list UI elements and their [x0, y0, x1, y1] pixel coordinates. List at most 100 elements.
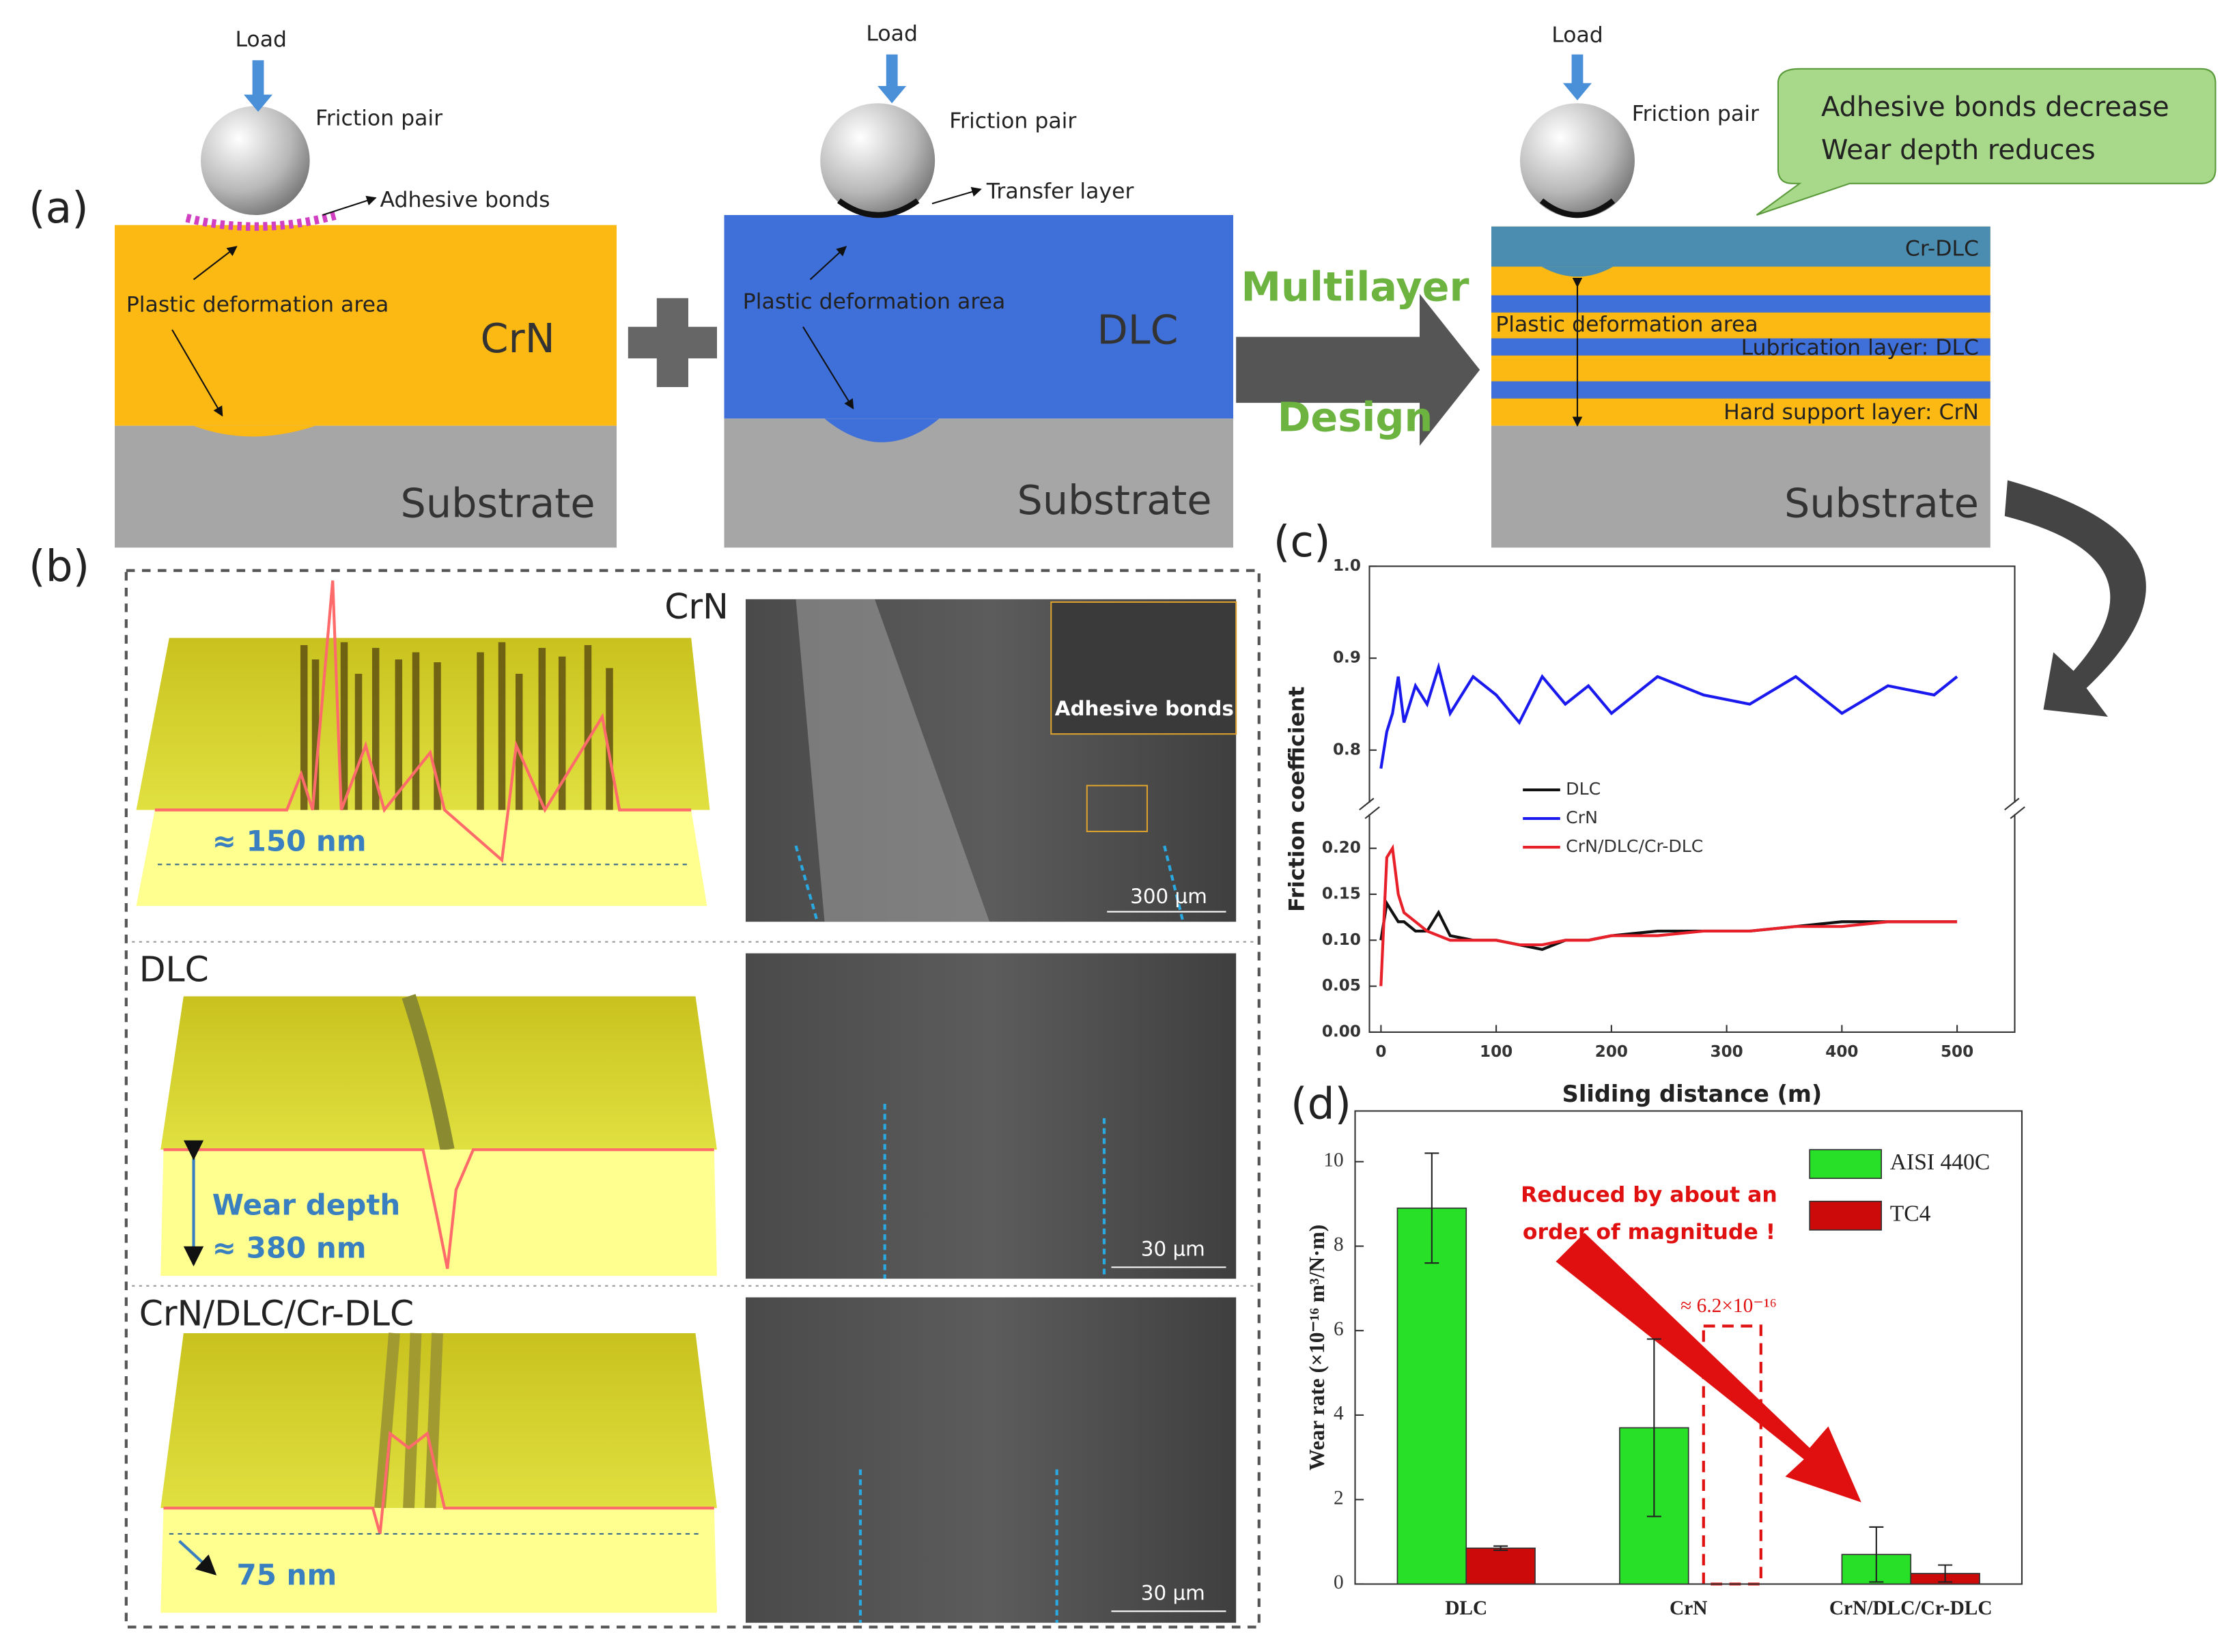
coating	[724, 214, 1233, 419]
arrow	[802, 326, 854, 410]
panel-box	[124, 569, 1261, 1629]
y-tick-label: 0.15	[1322, 885, 1361, 902]
text: Load	[1551, 23, 1603, 47]
x-tick-label: 500	[1941, 1043, 1973, 1061]
layer	[1491, 226, 1990, 267]
text: Friction pair	[949, 109, 1076, 133]
schematic-dlc: Load Friction pair Transfer layer Plasti…	[724, 21, 1233, 548]
profile-line	[154, 580, 692, 864]
bar	[1465, 1548, 1536, 1585]
reduction-arrow	[1556, 1232, 1861, 1503]
series-line	[1379, 899, 1958, 951]
profile-dlc: DLC Wear depth ≈ 380 nm 30 μm	[139, 949, 1237, 1279]
legend-label: AISI 440C	[1890, 1150, 1990, 1175]
schematic-crn: Load Friction pair Adhesive bonds Plasti…	[115, 27, 617, 548]
annotation: order of magnitude !	[1523, 1220, 1775, 1244]
series-line	[1379, 844, 1958, 986]
y-tick-label: 2	[1334, 1487, 1344, 1509]
text: Hard support layer: CrN	[1724, 400, 1979, 425]
text: Wear depth	[212, 1188, 400, 1222]
y-axis-label: Wear rate (×10⁻¹⁶ m³/N·m)	[1305, 1225, 1329, 1470]
y-tick-label: 0	[1334, 1571, 1344, 1593]
y-tick-label: 0.10	[1322, 931, 1361, 949]
text: DLC	[139, 949, 209, 989]
y-tick-label: 1.0	[1333, 557, 1361, 575]
design-arrow	[1236, 294, 1480, 446]
sem-image	[746, 953, 1237, 1279]
y-tick-label: 0.05	[1322, 977, 1361, 995]
x-tick-label: 200	[1595, 1043, 1628, 1061]
legend-label: TC4	[1890, 1201, 1931, 1226]
cross-section	[160, 1150, 718, 1276]
ball	[820, 103, 935, 218]
axis-break	[2006, 802, 2024, 814]
x-tick-label: 400	[1825, 1043, 1858, 1061]
schematic-multilayer: Load Friction pair Cr-DLC Plastic deform…	[1491, 23, 2217, 548]
layer	[1491, 295, 1990, 313]
text: Friction pair	[1632, 102, 1759, 126]
bar	[1396, 1207, 1467, 1585]
y-axis-label: Friction coefficient	[1284, 687, 1309, 912]
substrate	[724, 418, 1233, 548]
bonds	[185, 210, 339, 231]
arrow	[193, 246, 238, 281]
difference-label: ≈ 6.2×10⁻¹⁶	[1680, 1295, 1777, 1317]
y-tick-label: 6	[1334, 1318, 1344, 1340]
error-bar	[1869, 1526, 1884, 1583]
y-tick-label: 0.20	[1322, 839, 1361, 857]
surface	[160, 996, 718, 1150]
annotation: Reduced by about an	[1521, 1182, 1777, 1207]
load-arrow	[244, 94, 273, 112]
legend-label: CrN	[1566, 808, 1598, 827]
substrate	[115, 425, 617, 548]
text: Plastic deformation area	[1495, 313, 1758, 337]
text: Adhesive bonds	[1055, 697, 1234, 720]
x-tick-label: CrN	[1670, 1597, 1707, 1619]
inset-region	[1086, 784, 1149, 833]
y-tick-label: 10	[1323, 1149, 1343, 1171]
x-tick-label: 0	[1375, 1043, 1386, 1061]
x-axis-label: Sliding distance (m)	[1562, 1081, 1823, 1107]
text: ≈ 150 nm	[212, 824, 367, 857]
plot-frame	[1368, 565, 2016, 1034]
text: Substrate	[1784, 479, 1979, 526]
panel-label: (c)	[1274, 517, 1331, 567]
legend-label: CrN/DLC/Cr-DLC	[1566, 836, 1703, 856]
error-bar	[1646, 1338, 1661, 1518]
ball	[1519, 103, 1635, 218]
panel-label: (b)	[29, 541, 89, 591]
text: Wear depth reduces	[1821, 134, 2096, 166]
text: CrN	[481, 315, 555, 362]
track-edge	[1163, 845, 1185, 922]
text: Transfer layer	[986, 179, 1134, 203]
coating	[115, 225, 617, 426]
series-line	[1379, 661, 1958, 769]
load-arrow	[877, 85, 907, 104]
text: Cr-DLC	[1905, 236, 1979, 261]
track-edge	[794, 845, 819, 922]
deformation	[1541, 266, 1614, 277]
panel-label: (a)	[29, 183, 89, 233]
axis-break	[2004, 797, 2025, 819]
y-tick-label: 0.00	[1322, 1023, 1361, 1040]
deformation	[824, 418, 940, 442]
error-bar	[1938, 1564, 1953, 1583]
sem-image	[746, 1297, 1237, 1623]
load-arrow	[1562, 83, 1592, 100]
text: CrN/DLC/Cr-DLC	[139, 1293, 414, 1333]
profile-multilayer: CrN/DLC/Cr-DLC 75 nm 30 μm	[139, 1293, 1237, 1623]
plus	[628, 298, 718, 387]
arrow	[322, 195, 377, 216]
charts: 0.000.050.100.150.200.80.91.00 100 200 300 4…	[1284, 557, 2025, 1619]
transfer-layer	[1539, 198, 1616, 218]
depth-arrow	[178, 1539, 217, 1576]
ball	[201, 106, 310, 215]
profile-line	[163, 1148, 714, 1269]
x-tick-label: DLC	[1445, 1597, 1487, 1619]
axis-break	[1360, 802, 1379, 814]
y-tick-label: 8	[1334, 1234, 1344, 1255]
text: CrN	[664, 586, 729, 627]
sem-inset	[1050, 601, 1237, 735]
